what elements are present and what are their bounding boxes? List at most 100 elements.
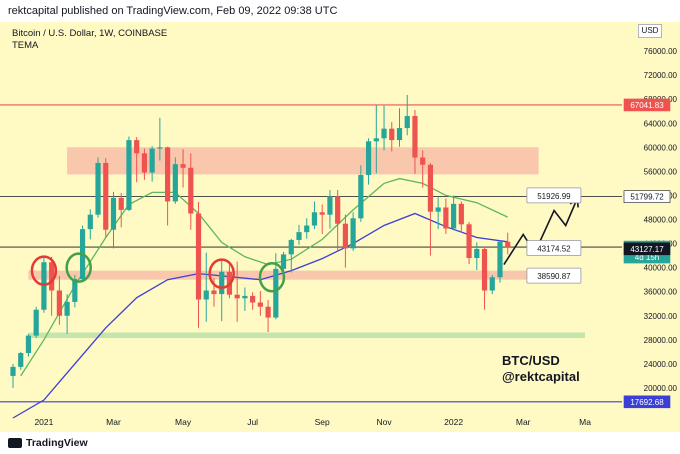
candle-body: [103, 162, 109, 230]
x-tick-label: Sep: [315, 417, 330, 427]
candle: [505, 232, 511, 255]
candle: [64, 294, 70, 334]
indicator-label: TEMA: [12, 40, 39, 51]
candle-body: [481, 248, 488, 291]
candle-body: [427, 164, 434, 212]
highlight-circle-0: [30, 255, 58, 286]
currency-button[interactable]: USD: [638, 24, 662, 38]
candle-body: [435, 207, 441, 212]
candle-body: [195, 213, 202, 300]
callout-label: 38590.87: [537, 272, 571, 281]
y-tick-label: 40000.00: [644, 264, 678, 273]
tradingview-logo-icon: [8, 438, 22, 448]
callout-box: [526, 187, 582, 204]
candle-body: [373, 138, 379, 142]
y-axis: 20000.00 24000.00 28000.00 32000.00 36000.00…: [624, 22, 680, 432]
y-tick-label: 64000.00: [644, 119, 678, 128]
candle: [373, 105, 379, 174]
candle-body: [280, 254, 287, 269]
candle: [157, 117, 163, 161]
candle-body: [141, 153, 148, 173]
x-tick-label: Mar: [516, 417, 531, 427]
candle-body: [358, 174, 364, 219]
candle-body: [381, 128, 387, 139]
candle: [311, 201, 318, 230]
overlay-tema_green: [20, 177, 508, 377]
highlight-circle-3: [258, 262, 286, 293]
y-tick-label: 36000.00: [644, 288, 678, 297]
candle-body: [474, 248, 480, 258]
candle-body: [172, 164, 178, 202]
candle: [489, 274, 495, 295]
candle: [49, 256, 55, 316]
candle-body: [273, 268, 279, 318]
author-watermark: BTC/USD @rektcapital: [502, 353, 580, 385]
candle: [389, 122, 395, 152]
candle-body: [126, 140, 132, 210]
candle: [288, 238, 294, 273]
candle-body: [25, 335, 32, 354]
y-tick-label: 20000.00: [644, 384, 678, 393]
candle-body: [342, 223, 348, 249]
y-tick-label: 56000.00: [644, 167, 678, 176]
candle: [234, 261, 240, 322]
candle: [172, 157, 178, 204]
candle: [365, 138, 372, 185]
candle-body: [56, 290, 62, 316]
candle-body: [443, 207, 449, 229]
y-tick-label: 60000.00: [644, 143, 678, 152]
price-tag: 43127.17: [623, 242, 671, 256]
tradingview-logo[interactable]: TradingView: [8, 437, 88, 449]
y-tick-label: 48000.00: [644, 216, 678, 225]
candle: [481, 246, 488, 310]
candle: [103, 158, 109, 238]
symbol-title: Bitcoin / U.S. Dollar, 1W, COINBASE: [12, 28, 168, 39]
price-tag-label: 67041.83: [630, 101, 664, 110]
price-tag-bg: [623, 98, 671, 112]
y-tick-label: 28000.00: [644, 336, 678, 345]
candle: [319, 204, 325, 234]
candle-body: [234, 294, 240, 299]
candle: [304, 218, 310, 239]
callout-box: [526, 240, 582, 256]
candle: [335, 190, 341, 251]
publish-header: rektcapital published on TradingView.com…: [0, 0, 680, 22]
candle: [497, 240, 503, 283]
price-callout: 38590.87: [526, 267, 582, 284]
y-axis-bg: [624, 22, 680, 432]
candle-body: [18, 353, 24, 367]
candle-body: [242, 295, 248, 299]
candle-body: [33, 309, 39, 336]
candle: [95, 157, 101, 218]
candle: [257, 291, 263, 316]
y-tick-label: 32000.00: [644, 312, 678, 321]
watermark-pair: BTC/USD: [502, 353, 560, 368]
candle-body: [319, 212, 325, 215]
candle-body: [304, 225, 310, 233]
candle: [443, 198, 449, 234]
candle: [126, 136, 132, 212]
candle: [427, 162, 434, 256]
candle: [458, 201, 464, 233]
price-tag: 67041.83: [623, 98, 671, 112]
publisher-text: rektcapital published on TradingView.com…: [8, 5, 338, 17]
candle: [342, 214, 348, 268]
price-chart[interactable]: 51926.99 43174.52 38590.87 20000.00 24000.0…: [0, 22, 680, 432]
candle: [188, 153, 194, 230]
candle: [358, 165, 364, 222]
footer: [0, 432, 680, 454]
candle: [327, 190, 333, 229]
candle-body: [327, 196, 333, 215]
candle-body: [420, 157, 426, 165]
candle-body: [165, 147, 171, 202]
candle-body: [180, 164, 186, 168]
candle-body: [497, 241, 503, 278]
price-callout: 43174.52: [526, 240, 582, 256]
candle-body: [41, 262, 47, 310]
candle-body: [219, 271, 225, 295]
candle-body: [412, 116, 418, 158]
candle-body: [49, 262, 55, 291]
candle-body: [10, 366, 16, 376]
candle: [466, 221, 472, 265]
